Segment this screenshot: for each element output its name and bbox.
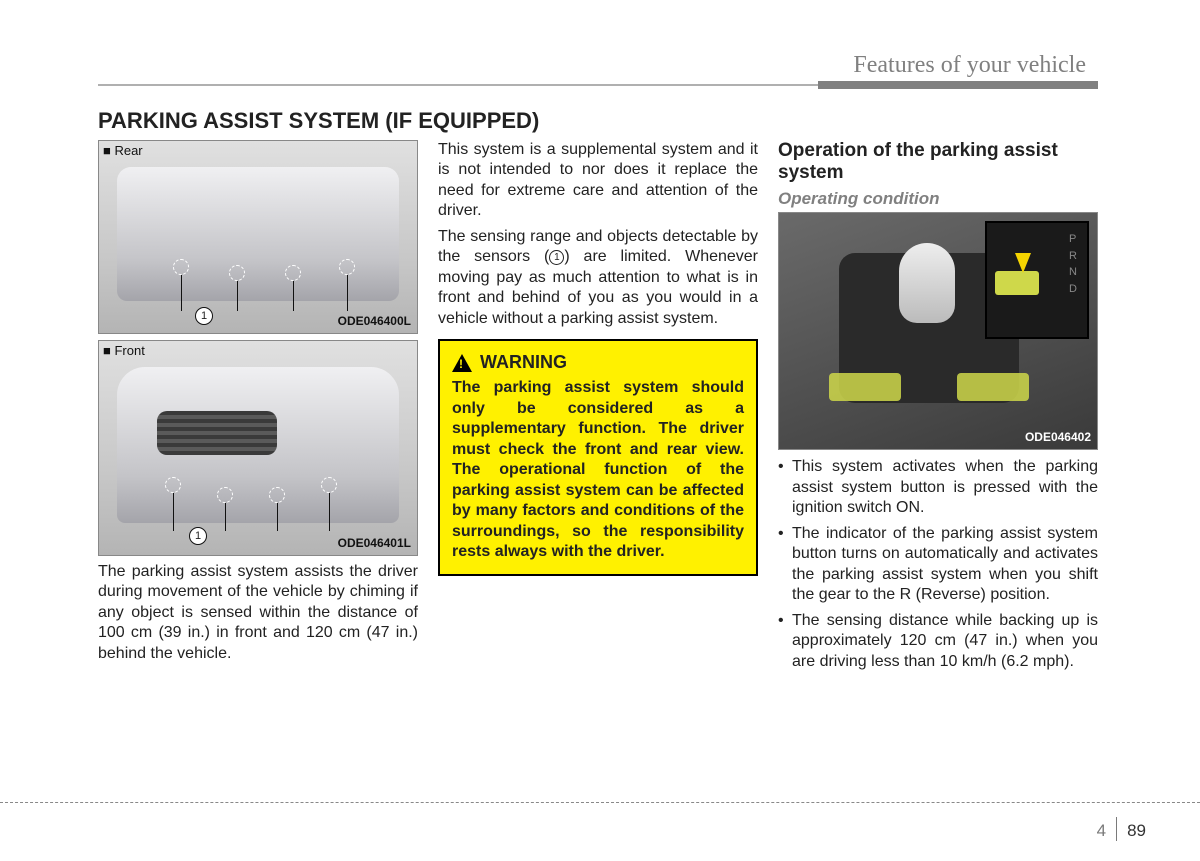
footer-rule xyxy=(0,802,1200,803)
grille xyxy=(157,411,277,455)
circled-number-icon: 1 xyxy=(549,250,564,265)
arrow-down-icon xyxy=(1015,253,1031,273)
highlight-pad xyxy=(829,373,901,401)
warning-body-text: The parking assist system should only be… xyxy=(452,378,744,562)
warning-triangle-icon xyxy=(452,354,472,372)
leader-line xyxy=(173,493,174,531)
column-3: Operation of the parking assist system O… xyxy=(778,140,1098,677)
sensor-marker xyxy=(269,487,285,503)
sensor-marker xyxy=(217,487,233,503)
leader-line xyxy=(237,281,238,311)
figure-label: ■ Front xyxy=(103,343,145,360)
shift-knob xyxy=(899,243,955,323)
vehicle-front-illustration xyxy=(117,367,399,523)
sensor-marker xyxy=(321,477,337,493)
separator xyxy=(1116,817,1117,841)
figure-code: ODE046402 xyxy=(1025,430,1091,445)
warning-header: WARNING xyxy=(452,351,744,374)
figure-gear-shifter: P R N D ODE046402 xyxy=(778,212,1098,450)
chapter-number: 4 xyxy=(1097,821,1106,841)
leader-line xyxy=(347,275,348,311)
leader-line xyxy=(181,275,182,311)
list-item: The sensing distance while backing up is… xyxy=(778,611,1098,672)
bullet-list: This system activates when the parking a… xyxy=(778,457,1098,672)
list-item: This system activates when the parking a… xyxy=(778,457,1098,518)
warning-callout: WARNING The parking assist system should… xyxy=(438,339,758,576)
figure-code: ODE046400L xyxy=(338,314,411,329)
highlight-pad xyxy=(957,373,1029,401)
sensor-marker xyxy=(285,265,301,281)
figure-code: ODE046401L xyxy=(338,536,411,551)
figure-front-sensors: ■ Front 1 ODE046401L xyxy=(98,340,418,556)
leader-line xyxy=(225,503,226,531)
paragraph: This system is a supplemental system and… xyxy=(438,140,758,222)
sensor-marker xyxy=(229,265,245,281)
callout-number: 1 xyxy=(195,307,213,325)
callout-number: 1 xyxy=(189,527,207,545)
column-1: ■ Rear 1 ODE046400L ■ Front xyxy=(98,140,418,677)
gear-indicator-text: P R N D xyxy=(1069,231,1077,297)
page-title: PARKING ASSIST SYSTEM (IF EQUIPPED) xyxy=(98,108,1098,134)
page-number: 4 89 xyxy=(1097,820,1146,841)
page-index: 89 xyxy=(1127,821,1146,841)
inset-detail: P R N D xyxy=(985,221,1089,339)
three-column-layout: ■ Rear 1 ODE046400L ■ Front xyxy=(98,140,1098,677)
leader-line xyxy=(293,281,294,311)
sensor-marker xyxy=(173,259,189,275)
figure-rear-sensors: ■ Rear 1 ODE046400L xyxy=(98,140,418,334)
list-item: The indicator of the parking assist syst… xyxy=(778,524,1098,606)
highlight-button xyxy=(995,271,1039,295)
leader-line xyxy=(277,503,278,531)
paragraph: The parking assist system assists the dr… xyxy=(98,562,418,664)
vehicle-rear-illustration xyxy=(117,167,399,301)
manual-page: Features of your vehicle PARKING ASSIST … xyxy=(98,50,1098,810)
leader-line xyxy=(329,493,330,531)
sensor-marker xyxy=(165,477,181,493)
figure-label: ■ Rear xyxy=(103,143,143,160)
sensor-marker xyxy=(339,259,355,275)
warning-title-text: WARNING xyxy=(480,351,567,374)
subsection-heading: Operation of the parking assist system xyxy=(778,140,1098,184)
subsection-subheading: Operating condition xyxy=(778,188,1098,210)
column-2: This system is a supplemental system and… xyxy=(438,140,758,677)
paragraph: The sensing range and objects detectable… xyxy=(438,227,758,329)
section-title: Features of your vehicle xyxy=(853,52,1086,79)
header-rule-dark xyxy=(818,81,1098,89)
